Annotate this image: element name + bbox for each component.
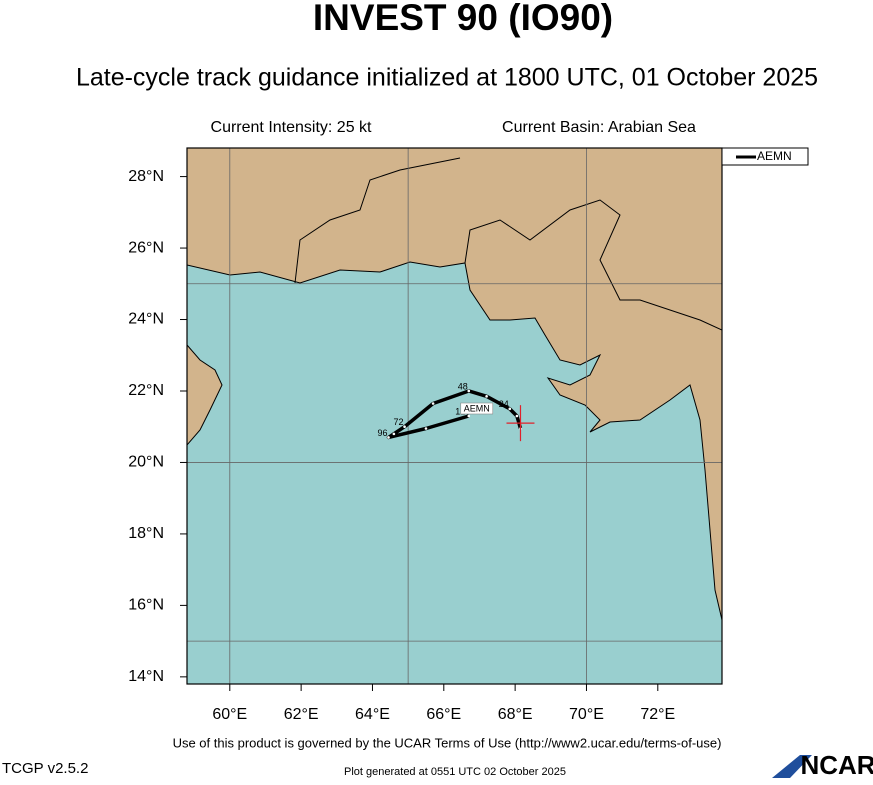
x-tick-label: 70°E (569, 706, 604, 723)
track-point (508, 407, 512, 411)
x-tick-label: 62°E (284, 706, 319, 723)
track-point (467, 414, 471, 418)
track-point (403, 425, 406, 429)
logo-mark (772, 755, 812, 778)
hour-label: 24 (499, 399, 509, 409)
hour-label: 96 (378, 428, 388, 438)
land (187, 148, 722, 621)
y-tick-label: 20°N (128, 454, 164, 471)
intensity-note: Current Intensity: 25 kt (211, 119, 373, 136)
y-tick-label: 14°N (128, 668, 164, 685)
track-point (467, 389, 471, 393)
plot-frame (186, 147, 723, 685)
version: TCGP v2.5.2 (2, 760, 88, 777)
land-oman (187, 344, 223, 446)
x-tick-label: 68°E (498, 706, 533, 723)
legend-label: AEMN (757, 149, 792, 163)
land-north (187, 148, 722, 621)
hour-label: 48 (458, 381, 468, 391)
x-tick-label: 72°E (640, 706, 675, 723)
x-tick-label: 64°E (355, 706, 390, 723)
track-point (424, 427, 428, 430)
footer: Use of this product is governed by the U… (173, 735, 722, 750)
border (294, 157, 722, 331)
y-tick-label: 26°N (128, 239, 164, 256)
hour-label: 72 (394, 417, 404, 427)
track-point (515, 414, 519, 418)
chart-subtitle: Late-cycle track guidance initialized at… (76, 64, 818, 92)
legend-box (721, 147, 809, 166)
y-tick-label: 16°N (128, 597, 164, 614)
track-point (387, 436, 390, 439)
track-point (485, 395, 488, 398)
track-name-box (460, 402, 494, 415)
y-tick-label: 28°N (128, 168, 164, 185)
y-tick-label: 18°N (128, 525, 164, 542)
y-tick-label: 24°N (128, 311, 164, 328)
basin-note: Current Basin: Arabian Sea (502, 119, 696, 136)
track-point (392, 432, 396, 436)
track-point (431, 402, 435, 405)
chart-title: INVEST 90 (IO90) (313, 0, 613, 38)
x-tick-label: 66°E (426, 706, 461, 723)
x-tick-label: 60°E (212, 706, 247, 723)
logo: NCAR (800, 750, 873, 780)
y-tick-label: 22°N (128, 382, 164, 399)
generated-note: Plot generated at 0551 UTC 02 October 20… (344, 766, 566, 778)
track-name: AEMN (464, 403, 490, 413)
